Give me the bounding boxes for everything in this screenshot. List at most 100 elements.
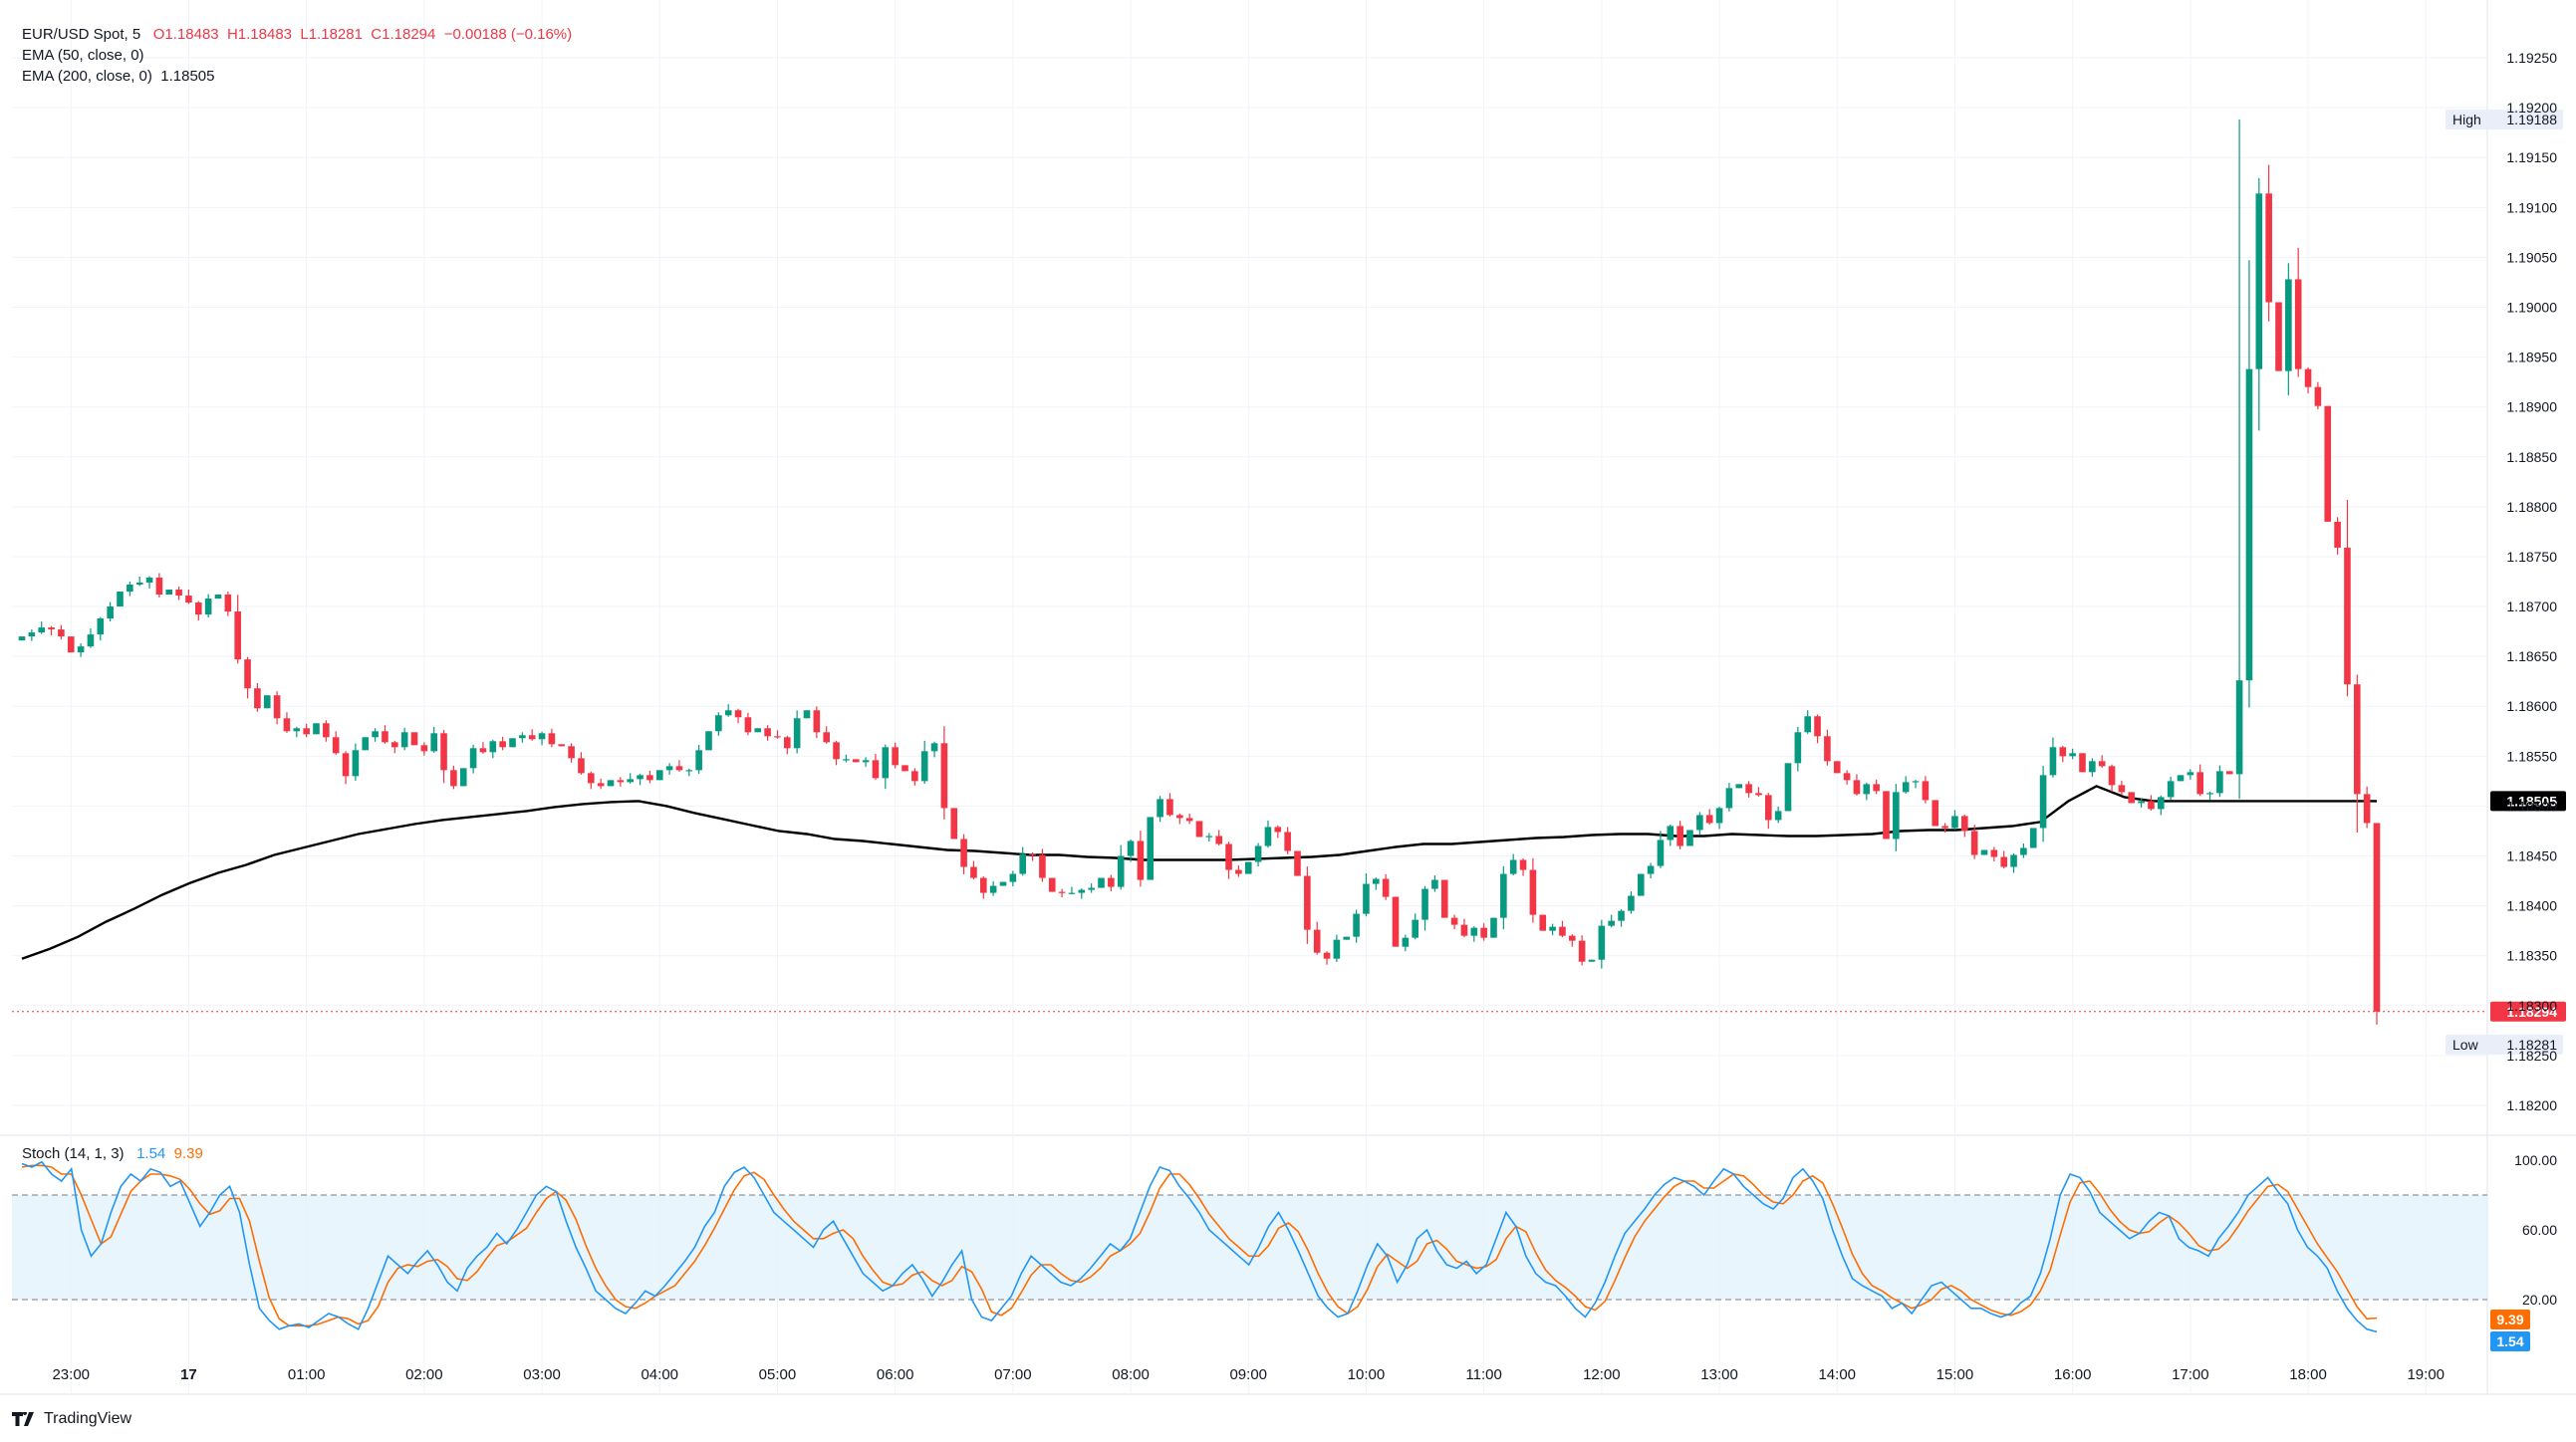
time-tick-label: 07:00 xyxy=(994,1366,1032,1383)
candle xyxy=(627,773,634,784)
price-tick-label: 1.18950 xyxy=(2506,350,2557,365)
candle xyxy=(754,728,762,733)
candle-body xyxy=(588,773,595,784)
candle xyxy=(2324,405,2332,522)
high-marker-value: 1.19188 xyxy=(2506,112,2557,127)
candle xyxy=(1323,951,1331,965)
stoch-k-badge-text: 1.54 xyxy=(2496,1333,2523,1349)
candle-body xyxy=(87,634,95,647)
candle xyxy=(2285,263,2292,395)
candle xyxy=(2344,499,2351,697)
candle xyxy=(1421,885,1428,931)
candle-body xyxy=(1824,736,1831,762)
candle-body xyxy=(2177,775,2185,782)
candle-body xyxy=(391,742,398,748)
price-axis[interactable]: 1.19250 1.19200 1.19150 1.19100 1.19050 1.190… xyxy=(2506,50,2557,1113)
candle-body xyxy=(2324,405,2332,522)
candle-body xyxy=(1735,784,1743,789)
ema200-legend[interactable]: EMA (200, close, 0) 1.18505 xyxy=(22,66,572,87)
candle-body xyxy=(1941,826,1948,829)
candle-body xyxy=(1657,840,1665,866)
candle xyxy=(558,744,566,747)
price-tick-label: 1.18850 xyxy=(2506,449,2557,465)
stochastic-oscillator xyxy=(21,1160,2378,1333)
time-tick-label: 13:00 xyxy=(1700,1366,1738,1383)
candle xyxy=(1460,918,1468,938)
time-tick-label: 09:00 xyxy=(1229,1366,1267,1383)
time-tick-label: 01:00 xyxy=(288,1366,326,1383)
candle xyxy=(58,624,65,640)
candle-body xyxy=(519,735,526,739)
candle-body xyxy=(1932,800,1939,827)
stoch-legend[interactable]: Stoch (14, 1, 3) 1.54 9.39 xyxy=(22,1145,203,1162)
candle xyxy=(1274,825,1282,839)
tradingview-logo[interactable]: TradingView xyxy=(12,1410,131,1428)
candle-body xyxy=(1460,924,1468,936)
candle-body xyxy=(627,779,634,783)
candle-body xyxy=(2314,386,2322,406)
candle-body xyxy=(1058,891,1066,893)
stoch-tick-label: 60.00 xyxy=(2522,1222,2557,1238)
candle xyxy=(588,771,595,790)
candle-body xyxy=(2000,856,2007,867)
time-tick-label: 18:00 xyxy=(2289,1366,2327,1383)
ema50-legend[interactable]: EMA (50, close, 0) xyxy=(22,45,572,66)
candle xyxy=(117,592,124,607)
candle-body xyxy=(754,728,762,733)
candle-body xyxy=(234,611,241,660)
candle xyxy=(459,768,467,787)
candle-body xyxy=(1421,888,1428,920)
candle-body xyxy=(1412,919,1418,938)
candle-body xyxy=(1637,873,1645,896)
candle xyxy=(1254,842,1262,867)
candle-body xyxy=(2196,772,2203,795)
symbol-label[interactable]: EUR/USD Spot, 5 xyxy=(22,26,141,43)
candle xyxy=(1500,865,1507,930)
candle xyxy=(1578,935,1586,966)
candle xyxy=(1637,873,1645,896)
time-tick-label: 23:00 xyxy=(52,1366,90,1383)
tradingview-icon xyxy=(12,1412,34,1426)
candle-body xyxy=(1019,853,1026,874)
candle xyxy=(1244,861,1252,874)
candle-body xyxy=(1705,815,1713,824)
candle-body xyxy=(1970,831,1978,855)
candlesticks[interactable] xyxy=(18,120,2381,1025)
candle-body xyxy=(1373,878,1380,884)
candle xyxy=(185,590,192,604)
candle-body xyxy=(1470,927,1478,936)
candle-body xyxy=(313,723,320,735)
candle xyxy=(1618,909,1625,927)
candle xyxy=(1912,779,1920,789)
time-tick-label: 04:00 xyxy=(641,1366,678,1383)
candle-body xyxy=(1078,889,1086,893)
candle xyxy=(902,765,908,772)
candle xyxy=(313,723,320,735)
candle-body xyxy=(989,885,997,893)
candle-body xyxy=(2225,771,2233,775)
candle-body xyxy=(1784,763,1792,812)
candle-body xyxy=(1980,849,1988,855)
candle xyxy=(2079,753,2086,773)
candle-body xyxy=(2020,847,2027,855)
candle-body xyxy=(1048,877,1056,892)
candle xyxy=(67,636,75,653)
candle-body xyxy=(48,627,55,630)
candle xyxy=(362,737,370,751)
candle xyxy=(607,780,615,787)
candle-body xyxy=(372,731,379,738)
candle xyxy=(254,682,261,712)
candle-body xyxy=(784,737,791,749)
candle-body xyxy=(489,741,497,753)
candle-body xyxy=(675,766,683,771)
candle-body xyxy=(1382,878,1390,897)
time-axis[interactable]: 23:00 17 01:00 02:00 03:00 04:00 05:00 06:00 07:… xyxy=(52,1366,2445,1383)
candle xyxy=(77,643,85,657)
candle xyxy=(214,595,222,600)
candle xyxy=(2177,775,2185,782)
price-tick-label: 1.18350 xyxy=(2506,948,2557,964)
candle-body xyxy=(1304,875,1311,930)
candle-body xyxy=(2089,761,2096,773)
candle xyxy=(2275,302,2282,371)
candle xyxy=(1304,866,1311,944)
